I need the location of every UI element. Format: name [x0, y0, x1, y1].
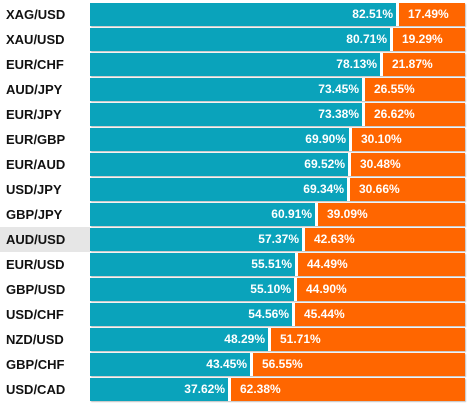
category-label: XAG/USD — [6, 7, 66, 22]
long-bar: 55.10% — [90, 278, 297, 301]
long-bar: 60.91% — [90, 203, 318, 226]
long-bar: 57.37% — [90, 228, 305, 251]
chart-row: USD/CHF 54.56% 45.44% — [0, 302, 470, 327]
short-bar: 30.10% — [349, 128, 465, 151]
short-bar: 17.49% — [396, 3, 465, 26]
short-bar: 39.09% — [315, 203, 465, 226]
category-label: XAU/USD — [6, 32, 65, 47]
bar-track: 48.29% 51.71% — [90, 328, 465, 351]
short-bar: 26.62% — [362, 103, 465, 126]
short-bar: 26.55% — [362, 78, 465, 101]
chart-row: XAU/USD 80.71% 19.29% — [0, 27, 470, 52]
bar-track: 82.51% 17.49% — [90, 3, 465, 26]
chart-row: USD/CAD 37.62% 62.38% — [0, 377, 470, 402]
category-label: AUD/JPY — [6, 82, 63, 97]
category-label: EUR/USD — [6, 257, 65, 272]
short-bar: 44.90% — [294, 278, 465, 301]
category-label: EUR/AUD — [6, 157, 66, 172]
short-bar: 62.38% — [228, 378, 465, 401]
chart-row: XAG/USD 82.51% 17.49% — [0, 2, 470, 27]
chart-row: AUD/JPY 73.45% 26.55% — [0, 77, 470, 102]
bar-track: 60.91% 39.09% — [90, 203, 465, 226]
long-bar: 69.52% — [90, 153, 351, 176]
long-bar: 80.71% — [90, 28, 393, 51]
long-bar: 73.45% — [90, 78, 365, 101]
chart-row: EUR/AUD 69.52% 30.48% — [0, 152, 470, 177]
chart-row: EUR/JPY 73.38% 26.62% — [0, 102, 470, 127]
category-label: EUR/GBP — [6, 132, 66, 147]
bar-track: 37.62% 62.38% — [90, 378, 465, 401]
category-label: USD/CHF — [6, 307, 64, 322]
bar-track: 54.56% 45.44% — [90, 303, 465, 326]
chart-row: EUR/USD 55.51% 44.49% — [0, 252, 470, 277]
long-bar: 43.45% — [90, 353, 253, 376]
short-bar: 51.71% — [268, 328, 465, 351]
bar-track: 80.71% 19.29% — [90, 28, 465, 51]
bar-track: 43.45% 56.55% — [90, 353, 465, 376]
chart-row: GBP/USD 55.10% 44.90% — [0, 277, 470, 302]
bar-track: 69.34% 30.66% — [90, 178, 465, 201]
bar-track: 55.51% 44.49% — [90, 253, 465, 276]
long-bar: 78.13% — [90, 53, 383, 76]
category-label: AUD/USD — [6, 232, 66, 247]
category-label: NZD/USD — [6, 332, 64, 347]
bar-track: 69.90% 30.10% — [90, 128, 465, 151]
long-bar: 37.62% — [90, 378, 231, 401]
long-bar: 48.29% — [90, 328, 271, 351]
bar-track: 55.10% 44.90% — [90, 278, 465, 301]
long-bar: 82.51% — [90, 3, 399, 26]
short-bar: 42.63% — [302, 228, 465, 251]
long-bar: 54.56% — [90, 303, 295, 326]
long-bar: 69.34% — [90, 178, 350, 201]
bar-track: 69.52% 30.48% — [90, 153, 465, 176]
chart-row: NZD/USD 48.29% 51.71% — [0, 327, 470, 352]
chart-row: EUR/GBP 69.90% 30.10% — [0, 127, 470, 152]
category-label: GBP/USD — [6, 282, 66, 297]
chart-row: GBP/JPY 60.91% 39.09% — [0, 202, 470, 227]
long-bar: 55.51% — [90, 253, 298, 276]
category-label: EUR/JPY — [6, 107, 62, 122]
bar-track: 57.37% 42.63% — [90, 228, 465, 251]
short-bar: 44.49% — [295, 253, 465, 276]
short-bar: 19.29% — [390, 28, 465, 51]
bar-track: 78.13% 21.87% — [90, 53, 465, 76]
long-bar: 69.90% — [90, 128, 352, 151]
short-bar: 45.44% — [292, 303, 465, 326]
category-label: EUR/CHF — [6, 57, 64, 72]
short-bar: 30.48% — [348, 153, 465, 176]
category-label: USD/CAD — [6, 382, 66, 397]
row-label-background — [0, 227, 90, 252]
bar-track: 73.45% 26.55% — [90, 78, 465, 101]
chart-row: EUR/CHF 78.13% 21.87% — [0, 52, 470, 77]
short-bar: 21.87% — [380, 53, 465, 76]
bar-track: 73.38% 26.62% — [90, 103, 465, 126]
short-bar: 30.66% — [347, 178, 465, 201]
short-bar: 56.55% — [250, 353, 465, 376]
chart-row: USD/JPY 69.34% 30.66% — [0, 177, 470, 202]
category-label: GBP/CHF — [6, 357, 65, 372]
category-label: USD/JPY — [6, 182, 62, 197]
category-label: GBP/JPY — [6, 207, 63, 222]
long-bar: 73.38% — [90, 103, 365, 126]
chart-row: GBP/CHF 43.45% 56.55% — [0, 352, 470, 377]
chart-row: AUD/USD 57.37% 42.63% — [0, 227, 470, 252]
